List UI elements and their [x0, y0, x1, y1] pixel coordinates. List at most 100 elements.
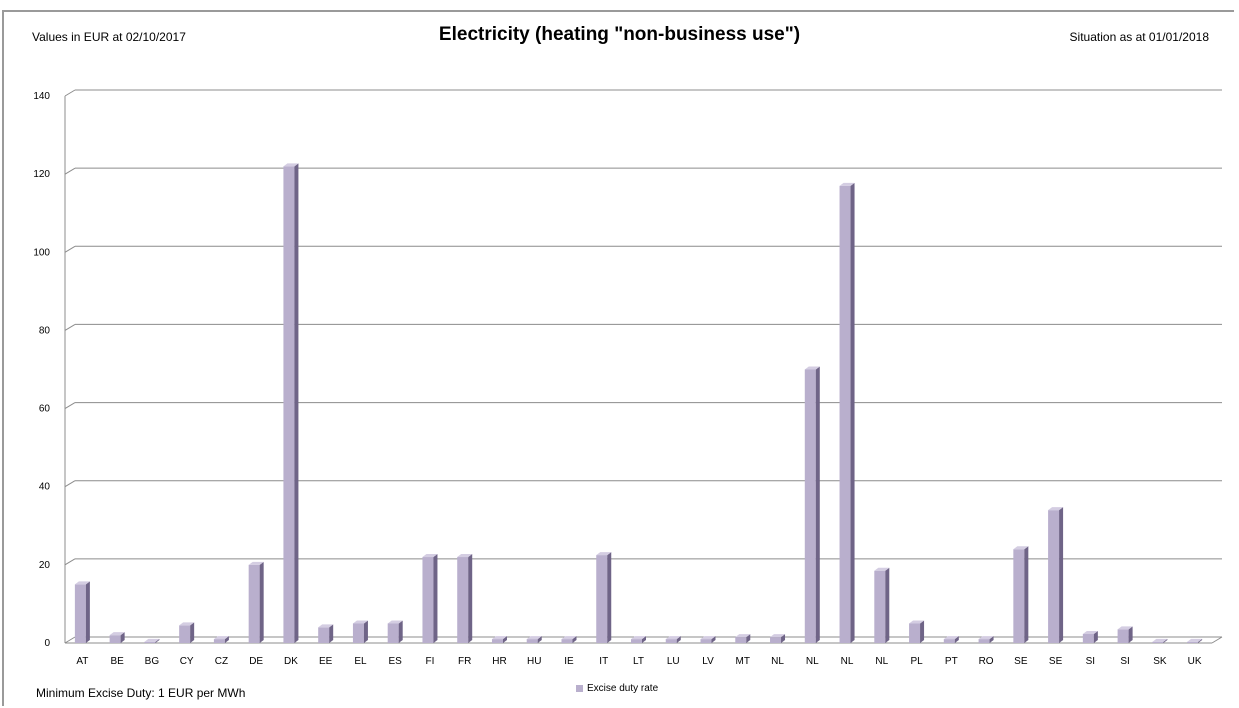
bar-side — [294, 163, 299, 644]
bar — [1117, 629, 1129, 643]
bar — [248, 564, 260, 643]
bar-side — [224, 636, 229, 643]
y-tick-label: 100 — [33, 247, 50, 258]
bar-top — [631, 636, 646, 640]
bar — [804, 369, 816, 643]
bar-top — [179, 622, 195, 626]
bar-side — [363, 620, 368, 643]
bar-top — [665, 636, 681, 640]
bar — [1082, 634, 1094, 643]
bar-top — [1117, 626, 1133, 630]
x-tick-label: LV — [702, 656, 714, 667]
bar — [526, 639, 538, 643]
bar — [839, 185, 851, 643]
x-tick-label: NL — [841, 656, 854, 667]
bar-side — [259, 561, 264, 643]
bar-side — [329, 624, 334, 643]
bar-side — [85, 581, 90, 643]
legend: Excise duty rate — [576, 683, 658, 694]
bar-top — [1152, 638, 1168, 642]
bar-top — [213, 636, 229, 640]
bar-side — [1163, 638, 1168, 643]
minimum-duty-note: Minimum Excise Duty: 1 EUR per MWh — [36, 686, 246, 700]
bar-side — [1128, 626, 1133, 643]
bar — [1152, 641, 1164, 643]
x-tick-label: SE — [1049, 656, 1063, 667]
bar-side — [1024, 546, 1029, 643]
y-tick-label: 20 — [39, 560, 51, 571]
legend-label: Excise duty rate — [587, 683, 659, 694]
bar-top — [943, 636, 959, 640]
bar — [561, 639, 573, 643]
bar — [943, 639, 955, 643]
situation-note: Situation as at 01/01/2018 — [1069, 30, 1209, 44]
bar-side — [398, 620, 403, 643]
x-tick-label: ES — [389, 656, 403, 667]
x-tick-label: SI — [1120, 656, 1129, 667]
x-tick-label: EE — [319, 656, 333, 667]
chart-title: Electricity (heating "non-business use") — [438, 24, 801, 45]
bar — [352, 623, 364, 643]
x-tick-label: FI — [426, 656, 435, 667]
x-tick-label: CZ — [215, 656, 228, 667]
bar-side — [120, 632, 125, 643]
bar-top — [874, 567, 890, 571]
bar — [318, 627, 330, 643]
bar — [665, 639, 677, 643]
values-note: Values in EUR at 02/10/2017 — [32, 30, 186, 44]
gridline-depth — [64, 636, 76, 644]
x-tick-label: IT — [599, 656, 608, 667]
bar-top — [74, 581, 90, 585]
x-tick-label: PT — [945, 656, 958, 667]
chart-frame — [2, 10, 1234, 706]
bar-top — [387, 620, 403, 624]
bar — [144, 641, 156, 643]
bar-side — [607, 552, 612, 643]
x-tick-label: LT — [633, 656, 644, 667]
bar — [283, 166, 295, 644]
bar-top — [352, 620, 368, 624]
x-tick-label: UK — [1188, 656, 1202, 667]
bar-side — [746, 634, 751, 643]
bar — [1013, 549, 1025, 643]
legend-swatch — [576, 684, 583, 692]
bar-top — [526, 636, 542, 640]
bar-side — [781, 634, 786, 643]
bar-side — [433, 554, 438, 643]
gridline-depth — [64, 167, 76, 175]
floor-edge — [1211, 636, 1223, 644]
bar-top — [283, 163, 299, 167]
bar — [422, 557, 434, 643]
x-tick-label: NL — [806, 656, 819, 667]
bar-side — [502, 636, 507, 643]
bar-side — [885, 567, 890, 643]
x-tick-label: DE — [249, 656, 263, 667]
bar-side — [468, 554, 473, 643]
bar-top — [248, 561, 264, 565]
x-tick-label: DK — [284, 656, 298, 667]
x-tick-label: BE — [110, 656, 124, 667]
bar — [909, 623, 921, 643]
bar — [735, 637, 747, 643]
bar-top — [1048, 507, 1064, 511]
x-tick-label: PL — [910, 656, 923, 667]
bar — [770, 637, 782, 643]
bar — [213, 639, 225, 643]
x-tick-label: FR — [458, 656, 471, 667]
bar — [179, 625, 191, 643]
bar-top — [144, 638, 160, 642]
x-tick-label: HR — [492, 656, 506, 667]
bar-side — [920, 620, 925, 643]
bar-side — [1198, 638, 1203, 643]
bar-top — [909, 620, 925, 624]
x-tick-label: LU — [667, 656, 680, 667]
x-tick-label: MT — [736, 656, 750, 667]
bar-top — [700, 636, 716, 640]
x-tick-label: AT — [76, 656, 88, 667]
gridline-depth — [64, 480, 76, 488]
x-tick-label: SI — [1086, 656, 1095, 667]
y-tick-label: 60 — [39, 404, 51, 415]
bar — [457, 557, 469, 643]
bar-top — [770, 634, 786, 638]
